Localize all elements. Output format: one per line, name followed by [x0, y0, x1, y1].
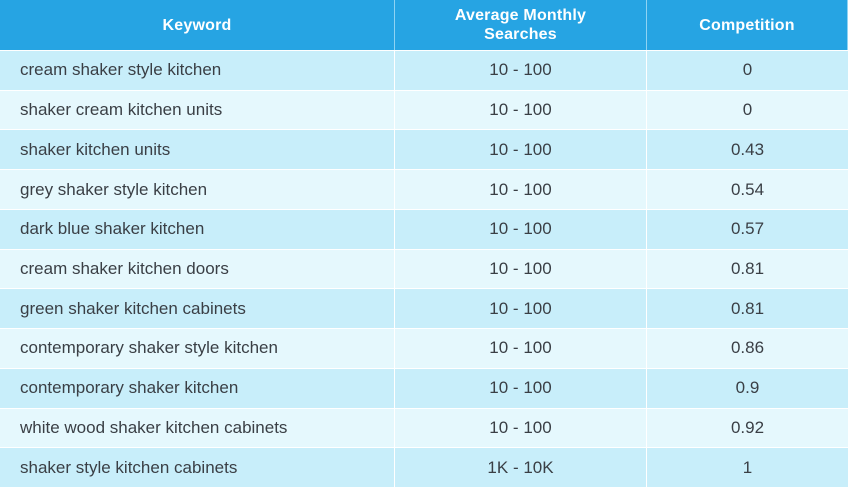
searches-cell: 10 - 100 — [395, 208, 647, 249]
competition-cell: 0.81 — [647, 288, 848, 329]
searches-cell: 10 - 100 — [395, 367, 647, 408]
competition-cell: 0.54 — [647, 169, 848, 209]
keyword-cell: green shaker kitchen cabinets — [0, 288, 395, 329]
searches-cell: 10 - 100 — [395, 407, 647, 448]
searches-cell: 10 - 100 — [395, 129, 647, 170]
competition-cell: 0 — [647, 50, 848, 90]
searches-cell: 10 - 100 — [395, 248, 647, 289]
keyword-cell: shaker cream kitchen units — [0, 89, 395, 130]
keyword-cell: cream shaker style kitchen — [0, 50, 395, 90]
keyword-cell: contemporary shaker style kitchen — [0, 328, 395, 368]
header-average-monthly-searches: Average Monthly Searches — [395, 0, 647, 50]
keyword-cell: white wood shaker kitchen cabinets — [0, 407, 395, 448]
header-keyword: Keyword — [0, 0, 395, 50]
competition-cell: 1 — [647, 447, 848, 487]
competition-cell: 0.92 — [647, 407, 848, 448]
header-competition: Competition — [647, 0, 848, 50]
competition-cell: 0.43 — [647, 129, 848, 170]
searches-cell: 10 - 100 — [395, 169, 647, 209]
searches-cell: 10 - 100 — [395, 89, 647, 130]
keyword-cell: grey shaker style kitchen — [0, 169, 395, 209]
keyword-cell: shaker style kitchen cabinets — [0, 447, 395, 487]
searches-cell: 10 - 100 — [395, 288, 647, 329]
keyword-cell: dark blue shaker kitchen — [0, 208, 395, 249]
searches-cell: 10 - 100 — [395, 328, 647, 368]
competition-cell: 0.9 — [647, 367, 848, 408]
competition-cell: 0.81 — [647, 248, 848, 289]
keyword-cell: cream shaker kitchen doors — [0, 248, 395, 289]
keyword-cell: contemporary shaker kitchen — [0, 367, 395, 408]
competition-cell: 0 — [647, 89, 848, 130]
competition-cell: 0.57 — [647, 208, 848, 249]
searches-cell: 1K - 10K — [395, 447, 647, 487]
competition-cell: 0.86 — [647, 328, 848, 368]
searches-cell: 10 - 100 — [395, 50, 647, 90]
keyword-cell: shaker kitchen units — [0, 129, 395, 170]
